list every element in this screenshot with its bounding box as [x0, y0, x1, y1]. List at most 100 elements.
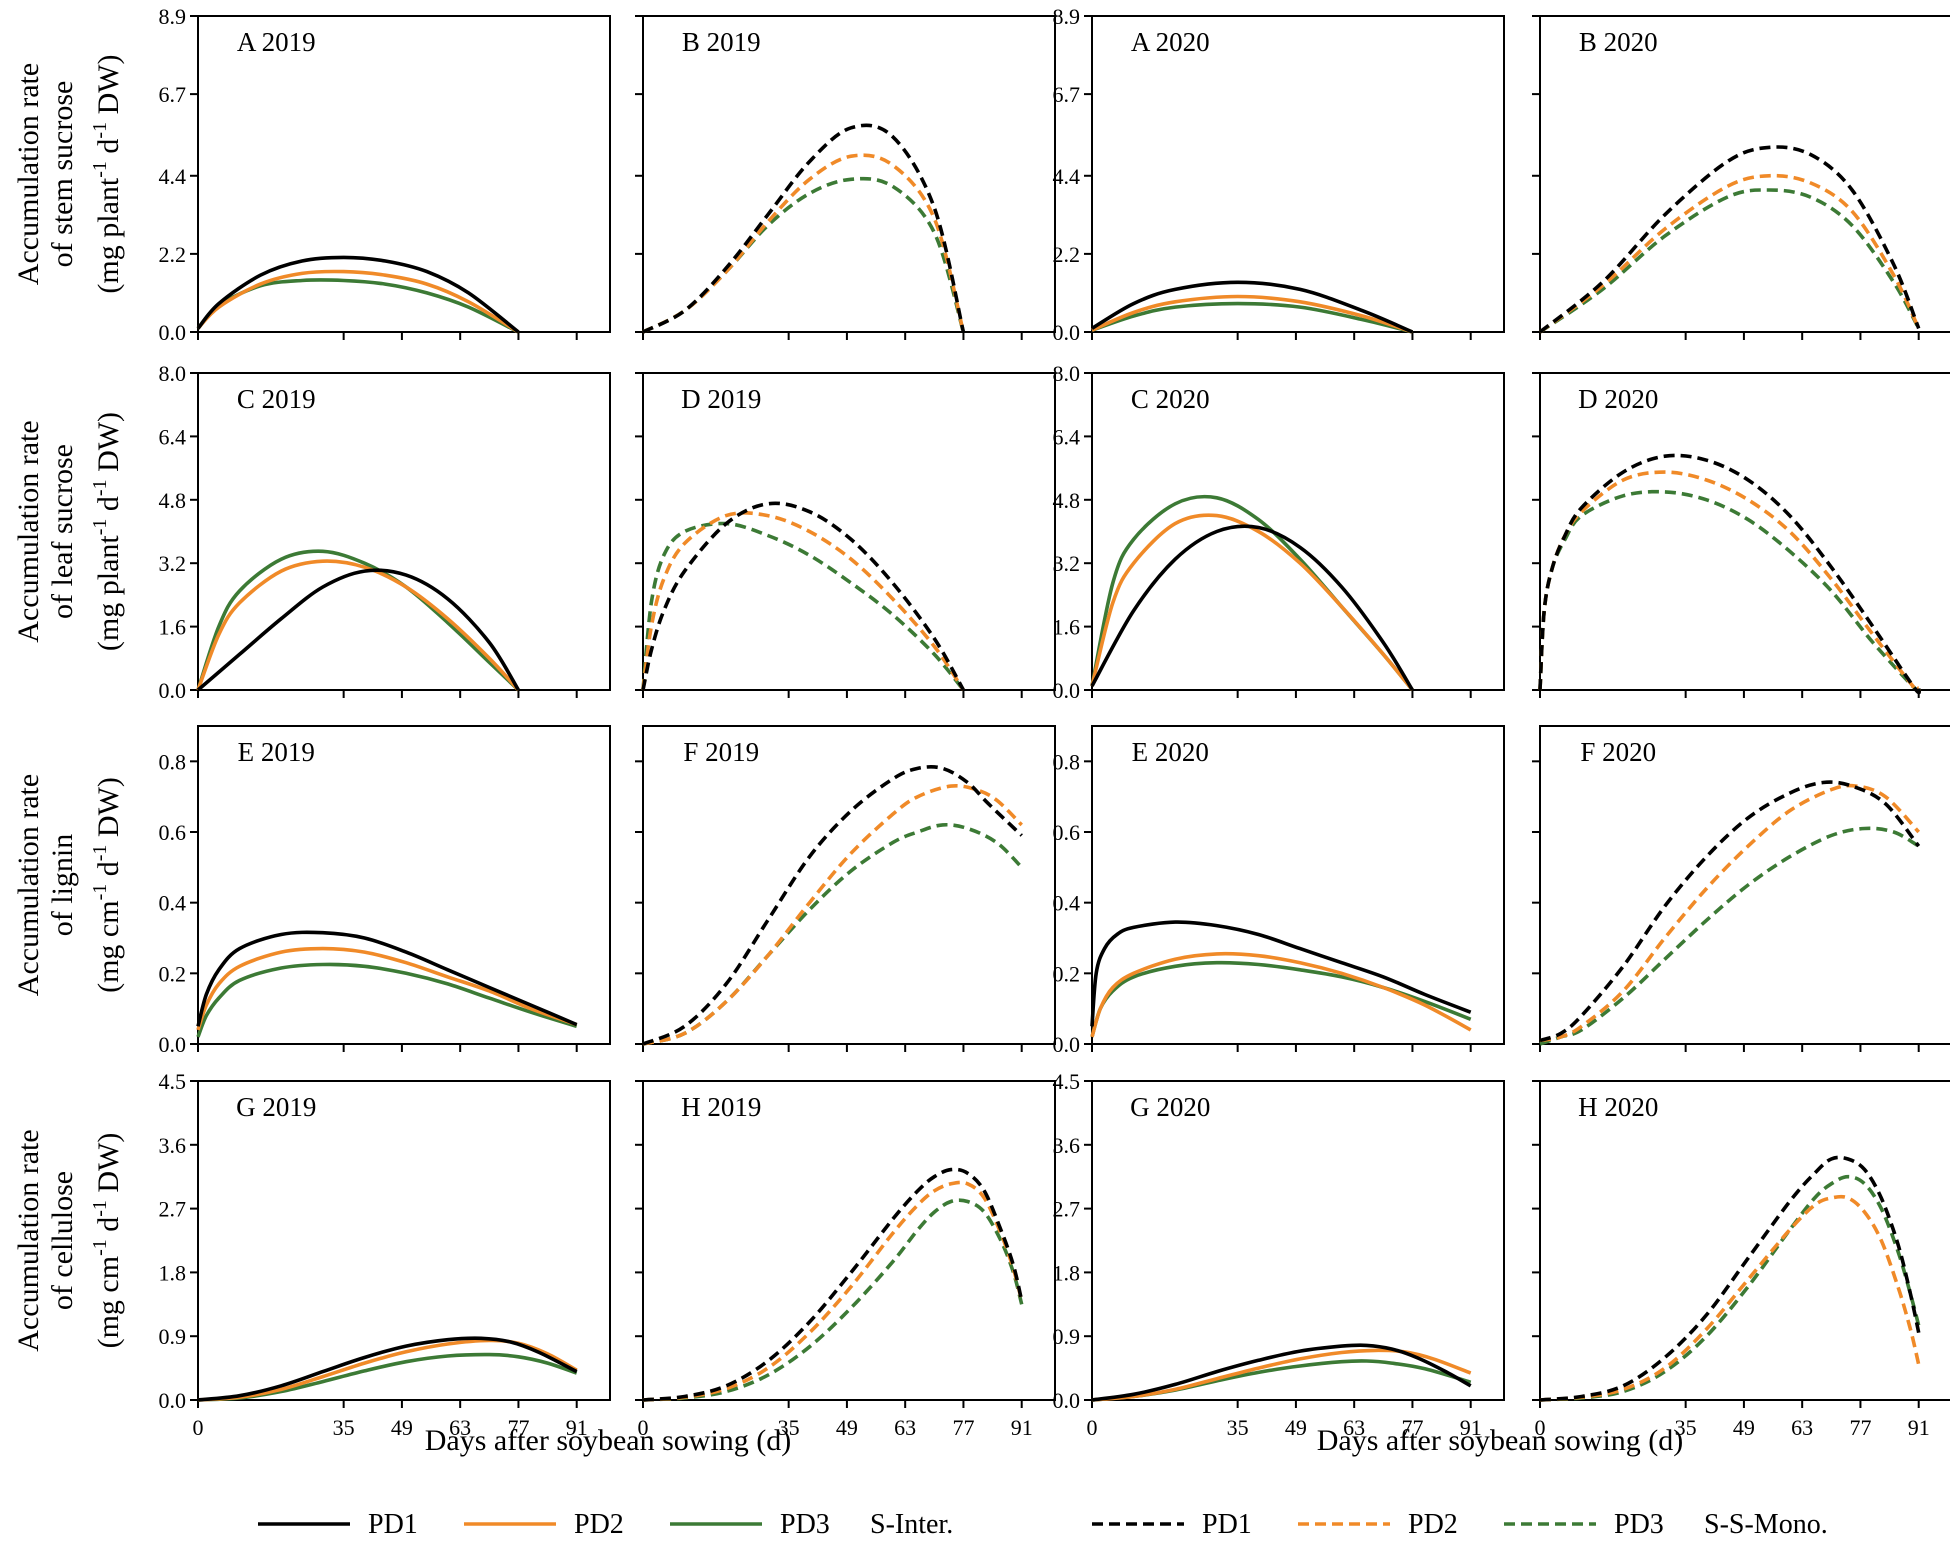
svg-text:(mg cm-1 d-1 DW): (mg cm-1 d-1 DW) [89, 777, 125, 993]
x-tick-label: 49 [1285, 1415, 1307, 1440]
panel-title: B 2019 [682, 27, 761, 57]
y-tick-label: 0.2 [1053, 961, 1081, 986]
y-tick-label: 4.8 [159, 488, 187, 513]
legend-label-pd1: PD1 [368, 1509, 418, 1540]
x-tick-label: 91 [566, 1415, 588, 1440]
panel-g-2020: 0.0 0.9 1.8 2.7 3.6 4.5 0 35 49 63 77 91 G 2020 [1053, 1069, 1505, 1440]
panel-c-2020: 0.0 1.6 3.2 4.8 6.4 8.0 C 2020 [1053, 361, 1505, 703]
x-tick-label: 91 [1460, 1415, 1482, 1440]
y-tick-label: 2.7 [159, 1197, 187, 1222]
series-line-pd1 [1090, 524, 1414, 691]
y-tick-label: 0.0 [159, 1388, 187, 1413]
legend-label-pd3: PD3 [1614, 1509, 1664, 1540]
row-label-unit: (mg plant-1 d-1 DW) [89, 54, 125, 293]
series-line-pd2 [196, 269, 520, 334]
panel-title: B 2020 [1579, 27, 1658, 57]
panel-frame [197, 1080, 611, 1401]
panel-a-2020: 0.0 2.2 4.4 6.7 8.9 A 2020 [1053, 4, 1505, 345]
y-tick-label: 1.6 [1053, 615, 1081, 640]
panel-frame [642, 372, 1056, 691]
x-tick-label: 77 [952, 1415, 974, 1440]
x-tick-label: 63 [449, 1415, 471, 1440]
y-tick-label: 4.4 [159, 164, 187, 189]
y-tick-label: 4.5 [159, 1069, 187, 1094]
x-tick-label: 63 [1343, 1415, 1365, 1440]
panel-title: A 2019 [237, 27, 316, 57]
row-label-unit: (mg cm-1 d-1 DW) [89, 777, 125, 993]
series-line-pd2 [1090, 951, 1472, 1038]
y-tick-label: 8.9 [1053, 4, 1081, 29]
panel-title: F 2020 [1580, 737, 1656, 767]
row-label-line1: Accumulation rate [12, 1129, 45, 1351]
series-line-pd1 [642, 1167, 1024, 1402]
y-tick-label: 8.0 [159, 361, 187, 386]
x-tick-label: 91 [1908, 1415, 1930, 1440]
y-tick-label: 0.0 [1053, 678, 1081, 703]
y-tick-label: 1.8 [1053, 1260, 1081, 1285]
y-tick-label: 0.6 [1053, 820, 1081, 845]
y-tick-label: 3.2 [1053, 551, 1081, 576]
y-tick-label: 6.7 [1053, 82, 1081, 107]
panel-title: H 2020 [1578, 1092, 1658, 1122]
series-line-pd2 [1091, 1348, 1472, 1402]
series-line-pd2 [1539, 783, 1921, 1043]
y-tick-label: 0.0 [1053, 1032, 1081, 1057]
svg-text:(mg plant-1 d-1 DW): (mg plant-1 d-1 DW) [89, 54, 125, 293]
panel-b-2019: B 2019 [635, 15, 1056, 340]
panel-frame [197, 725, 611, 1045]
panel-frame [1539, 15, 1950, 333]
legend: PD1 PD2 PD3 S-Inter. PD1 PD2 PD3 S-S-Mono. [258, 1509, 1828, 1540]
x-tick-label: 77 [507, 1415, 529, 1440]
panel-c-2019: 0.0 1.6 3.2 4.8 6.4 8.0 C 2019 [159, 361, 611, 703]
panel-title: C 2019 [237, 384, 316, 414]
panel-frame [642, 725, 1056, 1045]
svg-text:Accumulation rate: Accumulation rate [12, 420, 45, 642]
legend-group-label: S-S-Mono. [1704, 1509, 1828, 1540]
x-tick-label: 49 [1733, 1415, 1755, 1440]
svg-text:Accumulation rate: Accumulation rate [12, 63, 45, 285]
svg-text:(mg cm-1 d-1 DW): (mg cm-1 d-1 DW) [89, 1133, 125, 1349]
series-line-pd2 [1090, 513, 1414, 692]
svg-text:Accumulation rate: Accumulation rate [12, 1129, 45, 1351]
panel-d-2020: D 2020 [1532, 372, 1950, 698]
row-labels: Accumulation rate of stem sucrose (mg plan… [12, 54, 125, 1351]
panel-frame [1091, 1080, 1505, 1401]
y-tick-label: 2.2 [159, 242, 187, 267]
series-line-pd3 [642, 822, 1023, 1046]
series-line-pd1 [196, 255, 520, 334]
y-tick-label: 0.0 [1053, 1388, 1081, 1413]
series-line-pd1 [1538, 453, 1922, 695]
row-label-line2: of cellulose [46, 1171, 79, 1310]
x-tick-label: 91 [1011, 1415, 1033, 1440]
panel-frame [1091, 725, 1505, 1045]
x-tick-label: 63 [894, 1415, 916, 1440]
series-line-pd1 [1539, 1155, 1921, 1402]
panel-frame [197, 372, 611, 691]
row-label-line2: of stem sucrose [46, 81, 79, 268]
legend-group-1: PD1 PD2 PD3 S-Inter. [258, 1509, 953, 1540]
y-tick-label: 6.4 [1053, 424, 1081, 449]
series-line-pd1 [1090, 920, 1472, 1027]
svg-text:of stem sucrose: of stem sucrose [46, 81, 79, 268]
y-tick-label: 1.6 [159, 615, 187, 640]
series-line-pd1 [642, 123, 966, 334]
panel-title: G 2020 [1130, 1092, 1210, 1122]
legend-group-2: PD1 PD2 PD3 S-S-Mono. [1092, 1509, 1828, 1540]
series-line-pd3 [1538, 188, 1921, 334]
row-label-unit: (mg plant-1 d-1 DW) [89, 412, 125, 651]
series-line-pd2 [642, 1180, 1024, 1402]
y-tick-label: 0.6 [159, 820, 187, 845]
panel-title: D 2019 [681, 384, 761, 414]
y-tick-label: 6.7 [159, 82, 187, 107]
y-tick-label: 0.0 [159, 320, 187, 345]
x-tick-label: 0 [1535, 1415, 1546, 1440]
panel-a-2019: 0.0 2.2 4.4 6.7 8.9 A 2019 [159, 4, 611, 345]
panel-e-2020: 0.0 0.2 0.4 0.6 0.8 E 2020 [1053, 725, 1505, 1057]
x-tick-label: 77 [1401, 1415, 1423, 1440]
series-line-pd2 [641, 511, 965, 691]
x-tick-label: 63 [1791, 1415, 1813, 1440]
panel-title: E 2020 [1132, 737, 1209, 767]
panel-h-2019: 0 35 49 63 77 91 H 2019 [635, 1080, 1056, 1440]
svg-text:(mg plant-1 d-1 DW): (mg plant-1 d-1 DW) [89, 412, 125, 651]
y-tick-label: 0.0 [159, 678, 187, 703]
